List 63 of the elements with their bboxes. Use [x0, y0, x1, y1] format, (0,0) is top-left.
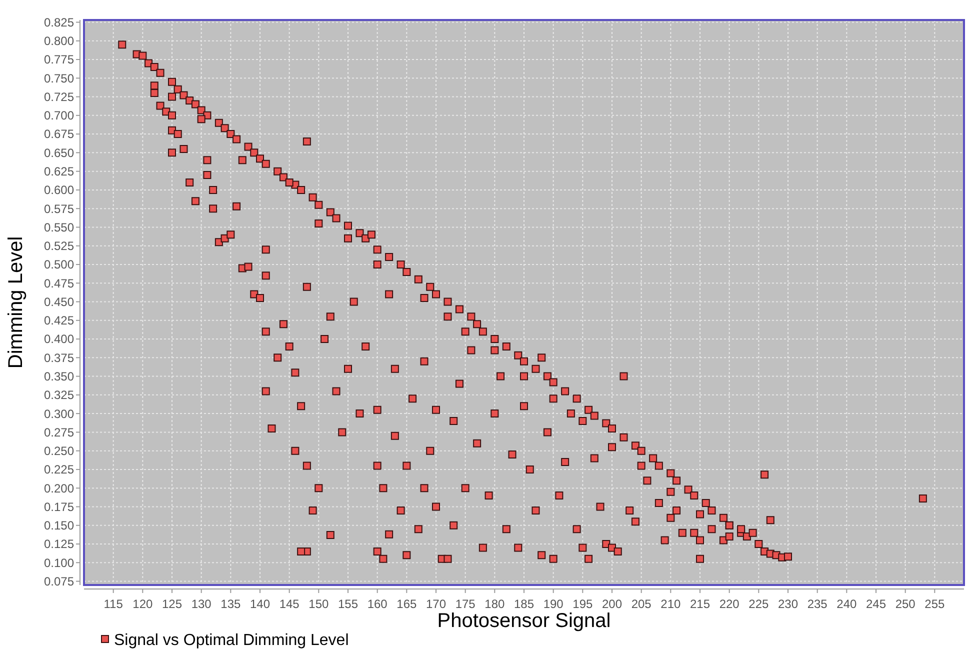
y-tick-label: 0.150	[44, 518, 74, 533]
y-tick-label: 0.125	[44, 537, 74, 552]
x-tick-label: 220	[719, 597, 740, 611]
y-tick-label: 0.375	[44, 350, 74, 365]
y-tick-label: 0.750	[44, 71, 74, 86]
x-tick-label: 240	[836, 597, 857, 611]
y-tick-label: 0.650	[44, 146, 74, 160]
x-tick-label: 225	[748, 597, 769, 611]
y-tick-label: 0.225	[44, 462, 74, 477]
legend-label: Signal vs Optimal Dimming Level	[114, 632, 349, 649]
x-tick-label: 205	[631, 597, 652, 611]
x-tick-label: 250	[895, 597, 916, 611]
x-tick-label: 125	[162, 597, 182, 611]
x-tick-label: 210	[660, 597, 681, 611]
y-tick-label: 0.825	[44, 15, 74, 30]
x-tick-label: 145	[279, 597, 300, 611]
x-tick-label: 170	[426, 597, 446, 611]
y-tick-label: 0.450	[44, 294, 74, 309]
x-tick-label: 245	[866, 597, 886, 611]
y-tick-label: 0.350	[44, 369, 74, 384]
x-tick-label: 160	[367, 597, 388, 611]
x-tick-label: 175	[455, 597, 476, 611]
y-tick-label: 0.475	[44, 276, 74, 290]
x-tick-label: 130	[191, 597, 212, 611]
x-tick-label: 230	[778, 597, 798, 611]
x-tick-label: 140	[250, 597, 270, 611]
x-tick-label: 235	[807, 597, 828, 611]
x-tick-label: 135	[220, 597, 241, 611]
y-tick-label: 0.500	[44, 258, 74, 272]
x-tick-label: 155	[338, 597, 358, 611]
x-tick-label: 180	[484, 597, 505, 611]
x-tick-label: 190	[543, 597, 564, 611]
x-axis-title: Photosensor Signal	[437, 610, 611, 632]
y-tick-label: 0.600	[44, 183, 74, 198]
y-tick-label: 0.425	[44, 314, 74, 328]
y-axis-title: Dimming Level	[5, 236, 27, 369]
y-tick-label: 0.325	[44, 388, 74, 402]
y-tick-label: 0.625	[44, 164, 74, 179]
y-tick-label: 0.250	[44, 444, 74, 458]
y-tick-label: 0.075	[44, 574, 74, 588]
x-tick-label: 215	[690, 597, 710, 611]
y-tick-label: 0.575	[44, 202, 74, 216]
y-tick-label: 0.725	[44, 90, 74, 104]
x-tick-label: 255	[924, 597, 945, 611]
y-tick-label: 0.700	[44, 108, 74, 123]
x-tick-label: 195	[572, 597, 593, 611]
x-tick-label: 115	[104, 597, 124, 611]
y-tick-label: 0.400	[44, 332, 74, 346]
y-tick-label: 0.800	[44, 34, 74, 48]
x-tick-label: 150	[308, 597, 329, 611]
x-tick-label: 200	[602, 597, 622, 611]
x-tick-label: 185	[514, 597, 534, 611]
y-tick-label: 0.300	[44, 406, 74, 421]
y-tick-label: 0.200	[44, 481, 74, 496]
x-tick-label: 165	[396, 597, 417, 611]
y-tick-label: 0.775	[44, 52, 74, 67]
y-tick-label: 0.525	[44, 239, 74, 254]
y-tick-label: 0.675	[44, 127, 74, 142]
y-tick-label: 0.175	[44, 500, 74, 514]
y-tick-label: 0.100	[44, 556, 74, 570]
y-tick-label: 0.550	[44, 220, 74, 234]
x-tick-label: 120	[132, 597, 153, 611]
y-tick-label: 0.275	[44, 425, 74, 440]
